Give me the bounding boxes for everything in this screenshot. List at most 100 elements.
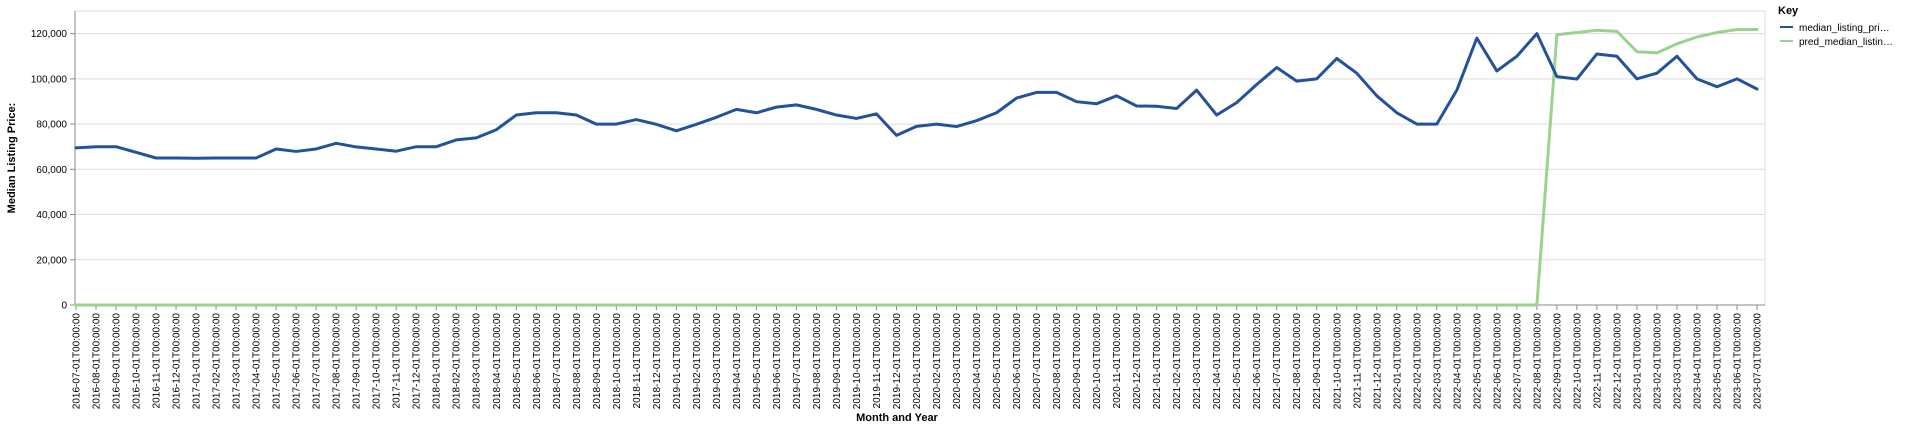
x-tick-label: 2021-03-01T00:00:00 xyxy=(1192,313,1203,410)
x-axis-title: Month and Year xyxy=(856,412,938,424)
x-tick-label: 2017-02-01T00:00:00 xyxy=(212,313,223,410)
x-tick-label: 2020-02-01T00:00:00 xyxy=(932,313,943,410)
y-axis-title: Median Listing Price: xyxy=(6,103,18,214)
x-tick-label: 2020-07-01T00:00:00 xyxy=(1032,313,1043,410)
x-tick-label: 2017-01-01T00:00:00 xyxy=(192,313,203,410)
x-tick-label: 2018-04-01T00:00:00 xyxy=(492,313,503,410)
y-tick-label: 40,000 xyxy=(36,210,67,221)
x-tick-label: 2020-06-01T00:00:00 xyxy=(1012,313,1023,410)
y-tick-label: 100,000 xyxy=(31,74,68,85)
x-tick-label: 2020-05-01T00:00:00 xyxy=(992,313,1003,410)
series-line-1 xyxy=(74,32,1759,160)
x-tick-label: 2019-12-01T00:00:00 xyxy=(892,313,903,410)
x-tick-label: 2020-08-01T00:00:00 xyxy=(1052,313,1063,410)
x-tick-label: 2019-06-01T00:00:00 xyxy=(772,313,783,410)
x-tick-label: 2019-03-01T00:00:00 xyxy=(712,313,723,410)
x-tick-label: 2018-03-01T00:00:00 xyxy=(472,313,483,410)
x-tick-label: 2016-07-01T00:00:00 xyxy=(72,313,83,410)
x-tick-label: 2018-02-01T00:00:00 xyxy=(452,313,463,410)
x-tick-label: 2021-06-01T00:00:00 xyxy=(1252,313,1263,410)
y-tick-label: 60,000 xyxy=(36,165,67,176)
y-tick-label: 0 xyxy=(61,301,67,312)
x-tick-label: 2022-04-01T00:00:00 xyxy=(1452,313,1463,410)
x-tick-label: 2018-09-01T00:00:00 xyxy=(592,313,603,410)
x-tick-label: 2023-06-01T00:00:00 xyxy=(1732,313,1743,410)
y-tick-label: 80,000 xyxy=(36,120,67,131)
x-tick-label: 2022-02-01T00:00:00 xyxy=(1412,313,1423,410)
x-tick-label: 2022-07-01T00:00:00 xyxy=(1512,313,1523,410)
x-tick-label: 2017-12-01T00:00:00 xyxy=(412,313,423,410)
x-tick-label: 2022-10-01T00:00:00 xyxy=(1572,313,1583,410)
x-tick-label: 2019-09-01T00:00:00 xyxy=(832,313,843,410)
x-tick-label: 2017-08-01T00:00:00 xyxy=(332,313,343,410)
x-tick-label: 2022-06-01T00:00:00 xyxy=(1492,313,1503,410)
x-tick-label: 2018-08-01T00:00:00 xyxy=(572,313,583,410)
x-tick-label: 2019-08-01T00:00:00 xyxy=(812,313,823,410)
y-axis: 0 20,000 40,000 60,000 80,000 100,000 120,000 xyxy=(31,11,76,312)
x-tick-label: 2022-12-01T00:00:00 xyxy=(1612,313,1623,410)
x-tick-label: 2017-07-01T00:00:00 xyxy=(312,313,323,410)
x-tick-label: 2023-01-01T00:00:00 xyxy=(1632,313,1643,410)
x-tick-label: 2019-10-01T00:00:00 xyxy=(852,313,863,410)
x-tick-label: 2017-09-01T00:00:00 xyxy=(352,313,363,410)
x-tick-label: 2017-05-01T00:00:00 xyxy=(272,313,283,410)
x-tick-label: 2021-08-01T00:00:00 xyxy=(1292,313,1303,410)
x-tick-label: 2021-05-01T00:00:00 xyxy=(1232,313,1243,410)
x-tick-label: 2023-03-01T00:00:00 xyxy=(1672,313,1683,410)
x-tick-label: 2019-07-01T00:00:00 xyxy=(792,313,803,410)
x-tick-label: 2019-11-01T00:00:00 xyxy=(872,313,883,409)
legend-title: Key xyxy=(1778,5,1799,17)
x-tick-label: 2020-11-01T00:00:00 xyxy=(1112,313,1123,409)
x-tick-label: 2018-07-01T00:00:00 xyxy=(552,313,563,410)
x-tick-label: 2016-09-01T00:00:00 xyxy=(112,313,123,410)
x-tick-label: 2018-01-01T00:00:00 xyxy=(432,313,443,410)
x-tick-label: 2021-01-01T00:00:00 xyxy=(1152,313,1163,410)
x-tick-label: 2023-04-01T00:00:00 xyxy=(1692,313,1703,410)
x-tick-label: 2019-05-01T00:00:00 xyxy=(752,313,763,410)
x-tick-label: 2020-09-01T00:00:00 xyxy=(1072,313,1083,410)
x-tick-label: 2016-10-01T00:00:00 xyxy=(132,313,143,410)
series-line-2 xyxy=(74,28,1759,307)
x-tick-label: 2016-11-01T00:00:00 xyxy=(152,313,163,409)
x-tick-label: 2017-03-01T00:00:00 xyxy=(232,313,243,410)
x-tick-label: 2022-08-01T00:00:00 xyxy=(1532,313,1543,410)
x-tick-label: 2021-07-01T00:00:00 xyxy=(1272,313,1283,410)
x-tick-label: 2022-11-01T00:00:00 xyxy=(1592,313,1603,409)
legend: Key median_listing_pri… pred_median_listi… xyxy=(1778,5,1893,48)
x-tick-label: 2023-02-01T00:00:00 xyxy=(1652,313,1663,410)
x-tick-label: 2022-09-01T00:00:00 xyxy=(1552,313,1563,410)
x-tick-label: 2021-11-01T00:00:00 xyxy=(1352,313,1363,409)
x-tick-label: 2019-04-01T00:00:00 xyxy=(732,313,743,410)
x-tick-label: 2019-02-01T00:00:00 xyxy=(692,313,703,410)
x-tick-label: 2021-12-01T00:00:00 xyxy=(1372,313,1383,410)
x-tick-label: 2021-09-01T00:00:00 xyxy=(1312,313,1323,410)
x-tick-label: 2022-01-01T00:00:00 xyxy=(1392,313,1403,410)
legend-label: pred_median_listin… xyxy=(1799,37,1893,48)
x-tick-label: 2022-05-01T00:00:00 xyxy=(1472,313,1483,410)
series-layer xyxy=(74,28,1759,307)
x-tick-label: 2023-07-01T00:00:00 xyxy=(1753,313,1764,410)
x-tick-label: 2020-10-01T00:00:00 xyxy=(1092,313,1103,410)
x-tick-label: 2023-05-01T00:00:00 xyxy=(1712,313,1723,410)
x-tick-label: 2018-06-01T00:00:00 xyxy=(532,313,543,410)
x-tick-label: 2018-10-01T00:00:00 xyxy=(612,313,623,410)
x-tick-label: 2021-02-01T00:00:00 xyxy=(1172,313,1183,410)
x-tick-label: 2021-04-01T00:00:00 xyxy=(1212,313,1223,410)
x-tick-label: 2017-10-01T00:00:00 xyxy=(372,313,383,410)
x-tick-label: 2017-11-01T00:00:00 xyxy=(392,313,403,409)
x-tick-label: 2022-03-01T00:00:00 xyxy=(1432,313,1443,410)
x-tick-label: 2021-10-01T00:00:00 xyxy=(1332,313,1343,410)
x-tick-label: 2017-06-01T00:00:00 xyxy=(292,313,303,410)
x-tick-label: 2020-01-01T00:00:00 xyxy=(912,313,923,410)
y-tick-label: 20,000 xyxy=(36,255,67,266)
x-tick-label: 2016-08-01T00:00:00 xyxy=(92,313,103,410)
y-tick-label: 120,000 xyxy=(31,29,68,40)
x-tick-label: 2020-03-01T00:00:00 xyxy=(952,313,963,410)
x-tick-label: 2018-05-01T00:00:00 xyxy=(512,313,523,410)
x-tick-label: 2018-12-01T00:00:00 xyxy=(652,313,663,410)
x-tick-label: 2020-12-01T00:00:00 xyxy=(1132,313,1143,410)
x-tick-label: 2017-04-01T00:00:00 xyxy=(252,313,263,410)
x-tick-label: 2019-01-01T00:00:00 xyxy=(672,313,683,410)
x-tick-label: 2018-11-01T00:00:00 xyxy=(632,313,643,409)
